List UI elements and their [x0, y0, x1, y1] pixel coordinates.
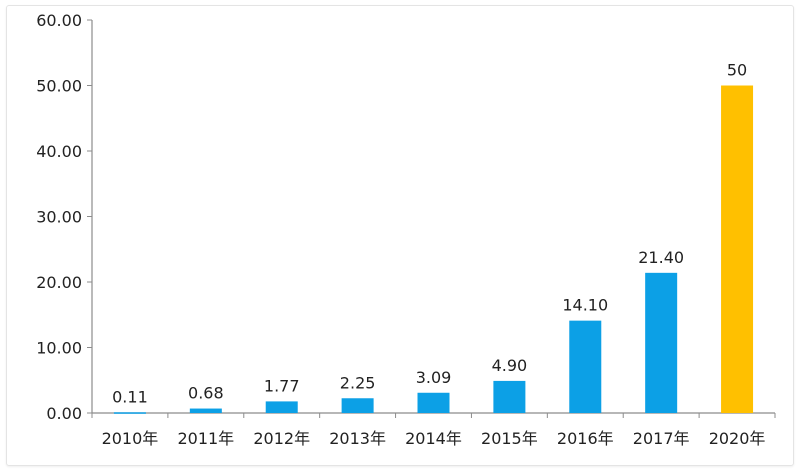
y-tick-label: 30.00: [36, 208, 82, 227]
x-tick-label: 2014年: [405, 429, 462, 448]
data-label: 2.25: [340, 373, 376, 392]
y-tick-label: 50.00: [36, 77, 82, 96]
y-tick-label: 60.00: [36, 11, 82, 30]
x-tick-label: 2013年: [329, 429, 386, 448]
bar: [189, 408, 222, 413]
bar: [721, 85, 754, 413]
bar: [493, 380, 526, 413]
bar: [569, 320, 602, 413]
y-tick-label: 0.00: [46, 404, 82, 423]
x-tick-label: 2011年: [177, 429, 234, 448]
x-tick-label: 2015年: [481, 429, 538, 448]
data-label: 0.11: [112, 387, 148, 406]
x-tick-label: 2012年: [253, 429, 310, 448]
y-tick-label: 10.00: [36, 339, 82, 358]
data-label: 1.77: [264, 376, 300, 395]
bar: [417, 392, 450, 413]
data-label: 21.40: [638, 248, 684, 267]
bar: [341, 398, 374, 413]
data-label: 0.68: [188, 384, 224, 403]
bar: [113, 412, 146, 414]
y-tick-label: 40.00: [36, 142, 82, 161]
chart-frame: [6, 5, 794, 466]
data-label: 50: [727, 61, 747, 80]
x-tick-label: 2010年: [102, 429, 159, 448]
x-tick-label: 2017年: [633, 429, 690, 448]
bar: [265, 401, 298, 413]
bar: [645, 272, 678, 413]
y-tick-label: 20.00: [36, 273, 82, 292]
data-label: 3.09: [416, 368, 452, 387]
x-tick-label: 2016年: [557, 429, 614, 448]
data-label: 4.90: [492, 356, 528, 375]
data-label: 14.10: [562, 296, 608, 315]
x-tick-label: 2020年: [709, 429, 766, 448]
